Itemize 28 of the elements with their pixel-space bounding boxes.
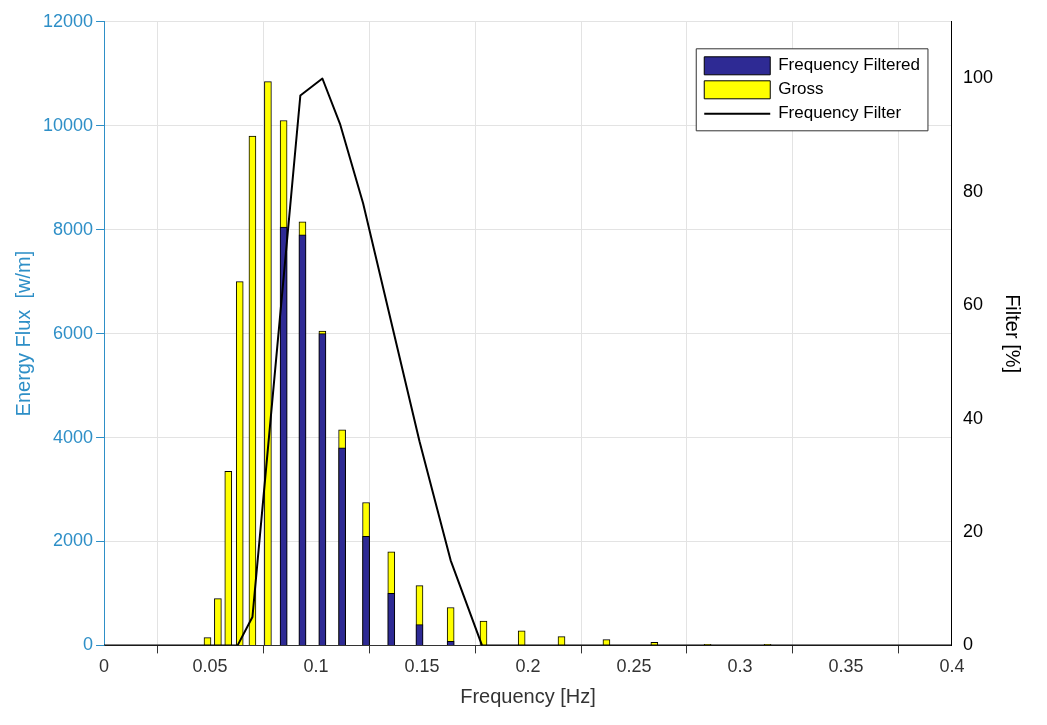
y2-tick-label: 40 [962,407,983,428]
x-tick-label: 0.2 [515,656,541,677]
y2-tick-label: 80 [962,180,983,201]
y-tick-label: 0 [83,634,94,655]
x-tick-label: 0.35 [828,656,864,677]
y2-tick-label: 20 [962,520,983,541]
x-tick-label: 0.1 [303,656,329,677]
y2-axis-title: Filter [%] [1002,294,1025,374]
y-tick-label: 10000 [42,114,94,135]
x-tick-label: 0.4 [939,656,965,677]
y2-tick-label: 100 [962,67,994,88]
y-tick-label: 12000 [42,10,94,31]
x-tick-label: 0 [99,656,110,677]
y2-tick-label: 0 [962,634,973,655]
y-axis-title: Energy Flux [w/m] [11,250,34,417]
y-tick-label: 4000 [53,426,94,447]
y-tick-label: 2000 [53,530,94,551]
y-tick-label: 6000 [53,322,94,343]
x-tick-label: 0.15 [404,656,440,677]
y2-tick-label: 60 [962,294,983,315]
legend-label: Frequency Filter [778,103,902,123]
x-axis-title: Frequency [Hz] [460,684,596,707]
x-tick-label: 0.25 [616,656,652,677]
legend-label: Gross [778,79,824,99]
x-tick-label: 0.3 [727,656,753,677]
y-tick-label: 8000 [53,218,94,239]
x-tick-label: 0.05 [192,656,228,677]
legend-label: Frequency Filtered [778,55,920,75]
